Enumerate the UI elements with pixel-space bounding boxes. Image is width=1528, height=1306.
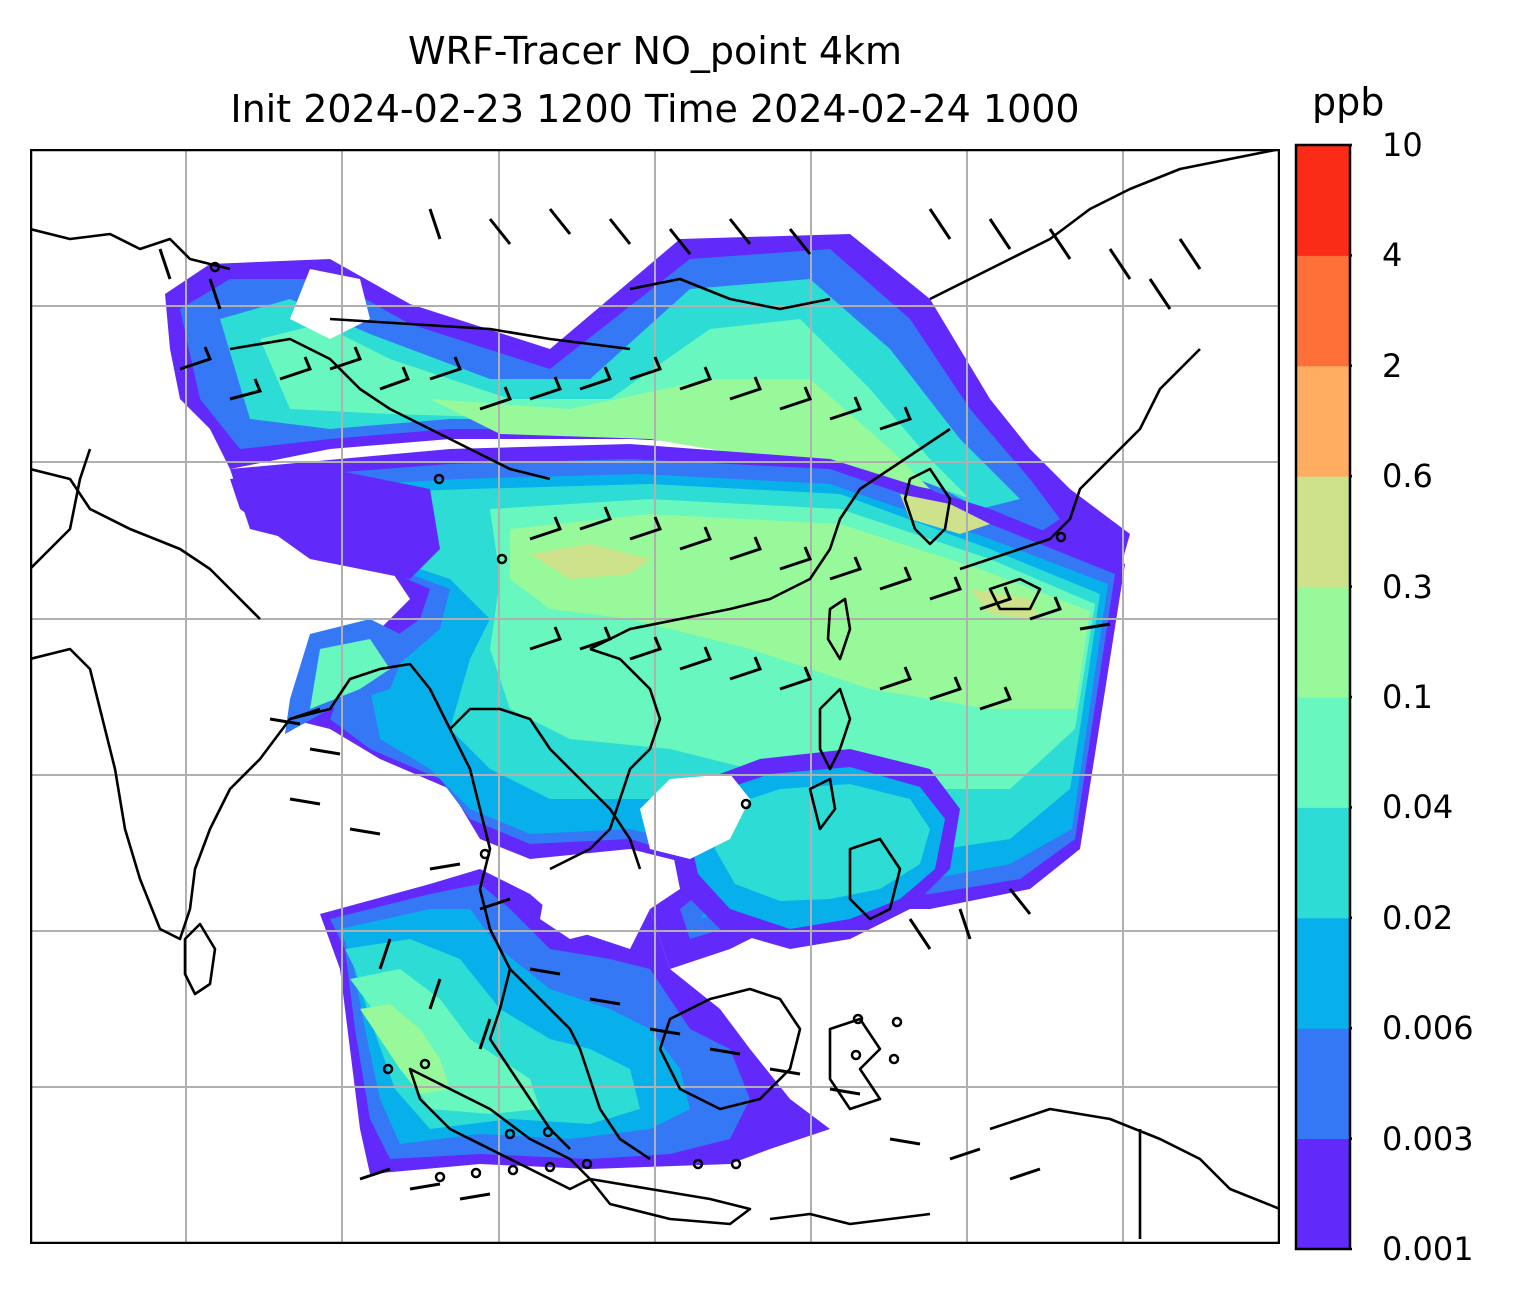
concentration-field — [165, 234, 1130, 1174]
colorbar-segment — [1296, 807, 1350, 919]
coastline-korea — [903, 467, 952, 546]
coastline-china — [589, 427, 951, 651]
colorbar-segment — [1296, 1028, 1350, 1140]
coastline-borneo — [658, 987, 802, 1111]
coastline-philippines — [818, 687, 852, 771]
colorbar-segment — [1296, 697, 1350, 808]
colorbar-segment — [1296, 586, 1350, 698]
plot-title-line2: Init 2024-02-23 1200 Time 2024-02-24 100… — [230, 87, 1080, 131]
colorbar-tick-label: 0.001 — [1382, 1230, 1474, 1268]
colorbar-tick-label: 4 — [1382, 236, 1403, 275]
gridlines — [30, 149, 1280, 1244]
calm-markers — [209, 261, 1067, 1183]
coastline-southeast-asia — [289, 662, 651, 1161]
wind-barbs — [158, 208, 1202, 1201]
colorbar-unit: ppb — [1312, 80, 1385, 124]
coastline-java — [588, 1177, 752, 1226]
coastlines — [30, 149, 1280, 1244]
colorbar-tick-label: 0.6 — [1382, 457, 1433, 496]
colorbar-tick-label: 0.1 — [1382, 678, 1433, 716]
colorbar-segment — [1296, 1138, 1350, 1250]
coastline-india — [30, 647, 321, 941]
map-panel — [30, 149, 1280, 1244]
colorbar — [1294, 143, 1352, 1251]
coastline-taiwan — [826, 597, 852, 661]
coastline-japan — [959, 348, 1201, 571]
colorbar-tick-label: 0.003 — [1382, 1119, 1474, 1158]
coastline-vietnam — [549, 647, 662, 871]
colorbar-segment — [1296, 145, 1350, 256]
colorbar-segment — [1296, 255, 1350, 367]
coastline-sulawesi — [828, 1017, 882, 1111]
colorbar-segment — [1296, 365, 1350, 477]
colorbar-tick-label: 10 — [1382, 126, 1423, 164]
colorbar-tick-label: 0.02 — [1382, 898, 1454, 937]
coastline-sumatra — [408, 1067, 592, 1191]
coastline-sri-lanka — [183, 922, 217, 996]
colorbar-tick-label: 2 — [1382, 346, 1403, 385]
coastline-new-guinea — [989, 1107, 1280, 1244]
colorbar-segment — [1296, 917, 1350, 1029]
plot-title-line1: WRF-Tracer NO_point 4km — [407, 29, 903, 73]
colorbar-tick-label: 0.006 — [1382, 1009, 1474, 1048]
colorbar-segment — [1296, 476, 1350, 588]
colorbar-tick-label: 0.04 — [1382, 788, 1454, 827]
colorbar-tick-label: 0.3 — [1382, 567, 1433, 606]
